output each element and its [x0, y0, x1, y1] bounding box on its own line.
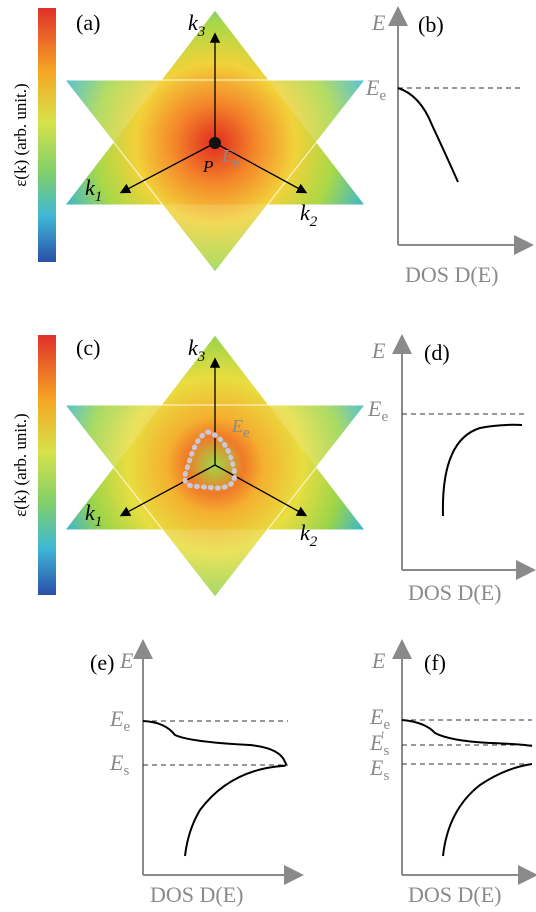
level-main: E	[369, 704, 384, 729]
level-label: Ee	[367, 396, 388, 425]
level-sub: e	[379, 88, 386, 104]
level-main: E	[369, 755, 384, 780]
level-sub: e	[233, 155, 240, 171]
level-main: E	[109, 706, 124, 731]
k-main: k	[188, 10, 199, 35]
y-label: E	[371, 10, 386, 35]
k-sub: 1	[95, 514, 103, 530]
k-label: k1	[85, 175, 102, 205]
point-label: P	[202, 157, 213, 176]
y-label: E	[371, 648, 386, 673]
dos-curve	[441, 423, 523, 517]
level-prime: ′	[381, 729, 384, 745]
panel-label: (a)	[76, 10, 100, 35]
dos-curve	[397, 87, 459, 183]
k-sub: 1	[95, 189, 103, 205]
panel-label: (d)	[424, 340, 450, 365]
k-label: k2	[300, 200, 318, 230]
level-main: E	[221, 146, 233, 166]
level-sub: e	[381, 409, 388, 425]
x-label: DOS D(E)	[408, 882, 502, 907]
level-label: Ee	[109, 706, 130, 735]
y-label: E	[119, 648, 134, 673]
panel-label: (b)	[418, 12, 444, 37]
level-main: E	[367, 396, 382, 421]
k-main: k	[85, 175, 96, 200]
k-sub: 3	[197, 24, 206, 40]
k-sub: 2	[310, 214, 318, 230]
point	[209, 137, 221, 149]
k-main: k	[300, 520, 311, 545]
k-label: k3	[188, 10, 205, 40]
level-main: E	[369, 730, 384, 755]
x-label: DOS D(E)	[405, 262, 499, 287]
level-label: Es	[369, 755, 389, 784]
colorbar	[38, 8, 56, 262]
k-main: k	[85, 500, 96, 525]
level-label: Ee	[231, 416, 250, 441]
k-label: k3	[188, 335, 205, 365]
level-main: E	[231, 416, 243, 436]
dos-curve	[401, 719, 533, 747]
colorbar-label: ε(k) (arb. unit.)	[11, 83, 30, 186]
x-label: DOS D(E)	[408, 580, 502, 605]
level-main: E	[365, 75, 380, 100]
level-sub: s	[383, 743, 389, 759]
colorbar	[38, 335, 56, 595]
panel-label: (f)	[424, 650, 446, 675]
k-axis	[214, 142, 308, 194]
k-axis	[119, 464, 216, 517]
x-label: DOS D(E)	[150, 882, 244, 907]
dos-curve	[442, 763, 533, 857]
level-label: Es	[109, 750, 129, 779]
k-sub: 2	[310, 534, 318, 550]
k-main: k	[188, 335, 199, 360]
fermi-contour	[182, 429, 238, 491]
k-axis	[119, 142, 216, 194]
dos-curve	[142, 720, 287, 857]
k-sub: 3	[197, 349, 206, 365]
level-label: Ee	[365, 75, 386, 104]
k-axis	[214, 464, 308, 517]
level-label: Es′	[369, 729, 389, 759]
y-label: E	[371, 338, 386, 363]
level-sub: e	[123, 719, 130, 735]
level-label: Ee	[221, 146, 240, 171]
level-main: E	[109, 750, 124, 775]
panel-label: (c)	[76, 335, 100, 360]
level-sub: s	[383, 768, 389, 784]
colorbar-label: ε(k) (arb. unit.)	[11, 413, 30, 516]
level-label: Ee	[369, 704, 390, 733]
level-sub: e	[383, 717, 390, 733]
panel-label: (e)	[90, 650, 114, 675]
level-sub: e	[243, 425, 250, 441]
k-label: k1	[85, 500, 102, 530]
k-label: k2	[300, 520, 318, 550]
k-main: k	[300, 200, 311, 225]
level-sub: s	[123, 763, 129, 779]
